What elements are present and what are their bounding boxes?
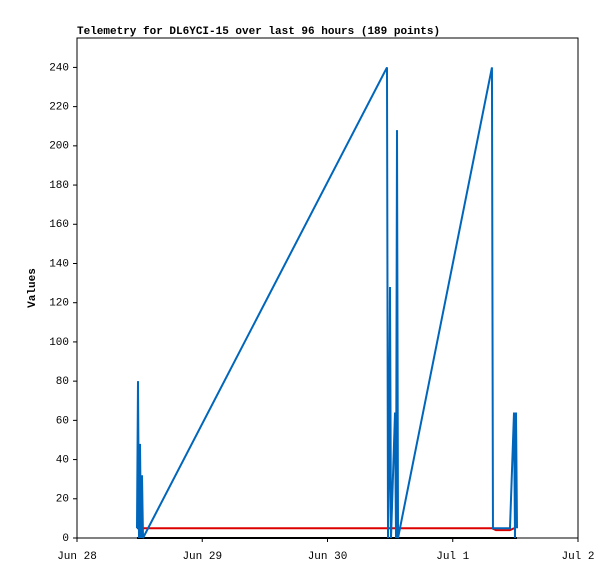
y-tick-label: 80: [56, 376, 69, 388]
y-tick-label: 240: [49, 62, 69, 74]
y-tick-label: 180: [49, 180, 69, 192]
y-tick-label: 40: [56, 454, 69, 466]
chart-title: Telemetry for DL6YCI-15 over last 96 hou…: [77, 26, 440, 38]
x-tick-label: Jun 29: [182, 551, 222, 563]
y-tick-label: 140: [49, 258, 69, 270]
series-line: [135, 66, 518, 539]
x-tick-label: Jun 30: [308, 551, 348, 563]
series-line: [136, 527, 515, 532]
y-tick-label: 200: [49, 141, 69, 153]
y-tick-label: 160: [49, 219, 69, 231]
y-tick-label: 220: [49, 102, 69, 114]
y-tick-label: 20: [56, 494, 69, 506]
x-tick-label: Jun 28: [57, 551, 97, 563]
x-tick-label: Jul 2: [561, 551, 594, 563]
y-tick-label: 0: [62, 533, 69, 545]
y-axis-label: Values: [27, 268, 39, 308]
plot-frame: [76, 37, 579, 539]
y-tick-label: 120: [49, 298, 69, 310]
y-tick-label: 60: [56, 415, 69, 427]
x-tick-label: Jul 1: [436, 551, 469, 563]
y-tick-label: 100: [49, 337, 69, 349]
